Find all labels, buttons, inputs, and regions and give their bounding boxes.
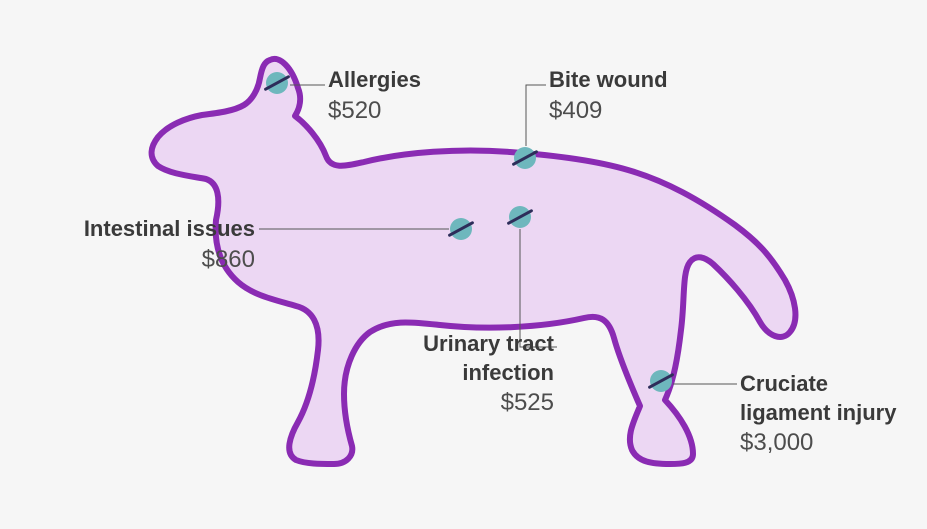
label-intestinal-issues: Intestinal issues$860 (84, 215, 255, 275)
label-cost-bite-wound: $409 (549, 95, 668, 126)
label-title-intestinal-issues: Intestinal issues (84, 215, 255, 244)
label-cost-allergies: $520 (328, 95, 421, 126)
label-cost-intestinal-issues: $860 (84, 244, 255, 275)
label-allergies: Allergies$520 (328, 66, 421, 126)
label-title-bite-wound: Bite wound (549, 66, 668, 95)
leader-bite-wound (526, 85, 546, 146)
label-bite-wound: Bite wound$409 (549, 66, 668, 126)
label-title-cruciate-ligament-0: Cruciate (740, 370, 896, 399)
label-cruciate-ligament: Cruciateligament injury$3,000 (740, 370, 896, 458)
infographic-canvas: Allergies$520 Bite wound$409 Intestinal is… (0, 0, 927, 529)
label-title-allergies: Allergies (328, 66, 421, 95)
label-urinary-tract: Urinary tractinfection$525 (423, 330, 554, 418)
label-title-urinary-tract-0: Urinary tract (423, 330, 554, 359)
label-title-urinary-tract-1: infection (423, 359, 554, 388)
label-cost-cruciate-ligament: $3,000 (740, 427, 896, 458)
label-cost-urinary-tract: $525 (423, 387, 554, 418)
label-title-cruciate-ligament-1: ligament injury (740, 399, 896, 428)
